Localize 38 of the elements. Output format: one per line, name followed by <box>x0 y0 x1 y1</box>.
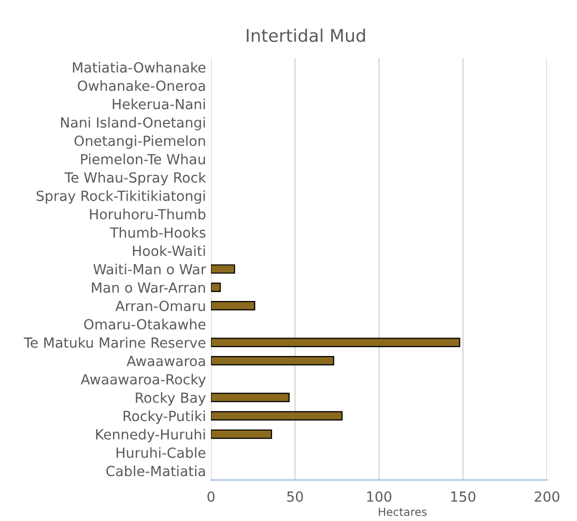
y-tick-label: Awaawaroa-Rocky <box>80 374 206 388</box>
y-tick-label: Waiti-Man o War <box>93 264 206 274</box>
bar <box>211 264 236 274</box>
y-tick-label: Thumb-Hooks <box>110 227 206 238</box>
y-tick-label: Piemelon-Te Whau <box>81 154 205 164</box>
bar <box>211 301 256 310</box>
bar <box>211 392 290 402</box>
x-tick-label: 100 <box>367 491 392 502</box>
y-tick-label: Omaru-Otakawhe <box>84 318 206 330</box>
chart-title: Intertidal Mud <box>246 28 365 42</box>
y-tick-label: Rocky Bay <box>136 392 206 406</box>
y-tick-label: Man o War-Arran <box>92 282 205 293</box>
y-tick-label: Kennedy-Huruhi <box>96 428 205 442</box>
bar <box>211 411 343 420</box>
x-tick-label: 50 <box>287 491 303 502</box>
y-tick-label: Nani Island-Onetangi <box>61 116 205 130</box>
y-tick-label: Onetangi-Piemelon <box>74 135 205 149</box>
y-tick-label: Matiatia-Owhanake <box>72 62 206 73</box>
bar <box>211 338 460 348</box>
y-tick-label: Owhanake-Oneroa <box>78 80 205 91</box>
x-axis-title: Hectares <box>378 508 427 516</box>
y-tick-label: Hook-Waiti <box>133 245 205 256</box>
bar <box>211 356 334 366</box>
x-tick-label: 150 <box>451 491 476 502</box>
y-tick-label: Rocky-Putiki <box>124 410 205 424</box>
bar <box>211 429 272 439</box>
y-tick-label: Cable-Matiatia <box>106 466 205 476</box>
x-tick-label: 0 <box>207 491 214 502</box>
y-tick-label: Hekerua-Nani <box>112 98 205 110</box>
y-tick-label: Arran-Omaru <box>115 300 205 312</box>
y-tick-label: Horuhoru-Thumb <box>90 208 206 220</box>
y-tick-label: Spray Rock-Tikitikiatongi <box>36 190 205 204</box>
y-tick-label: Huruhi-Cable <box>116 447 206 458</box>
y-tick-label: Awaawaroa <box>126 356 205 366</box>
x-tick-label: 200 <box>534 491 560 502</box>
bar <box>211 282 221 292</box>
y-tick-label: Te Matuku Marine Reserve <box>24 337 206 348</box>
y-tick-label: Te Whau-Spray Rock <box>64 172 206 186</box>
